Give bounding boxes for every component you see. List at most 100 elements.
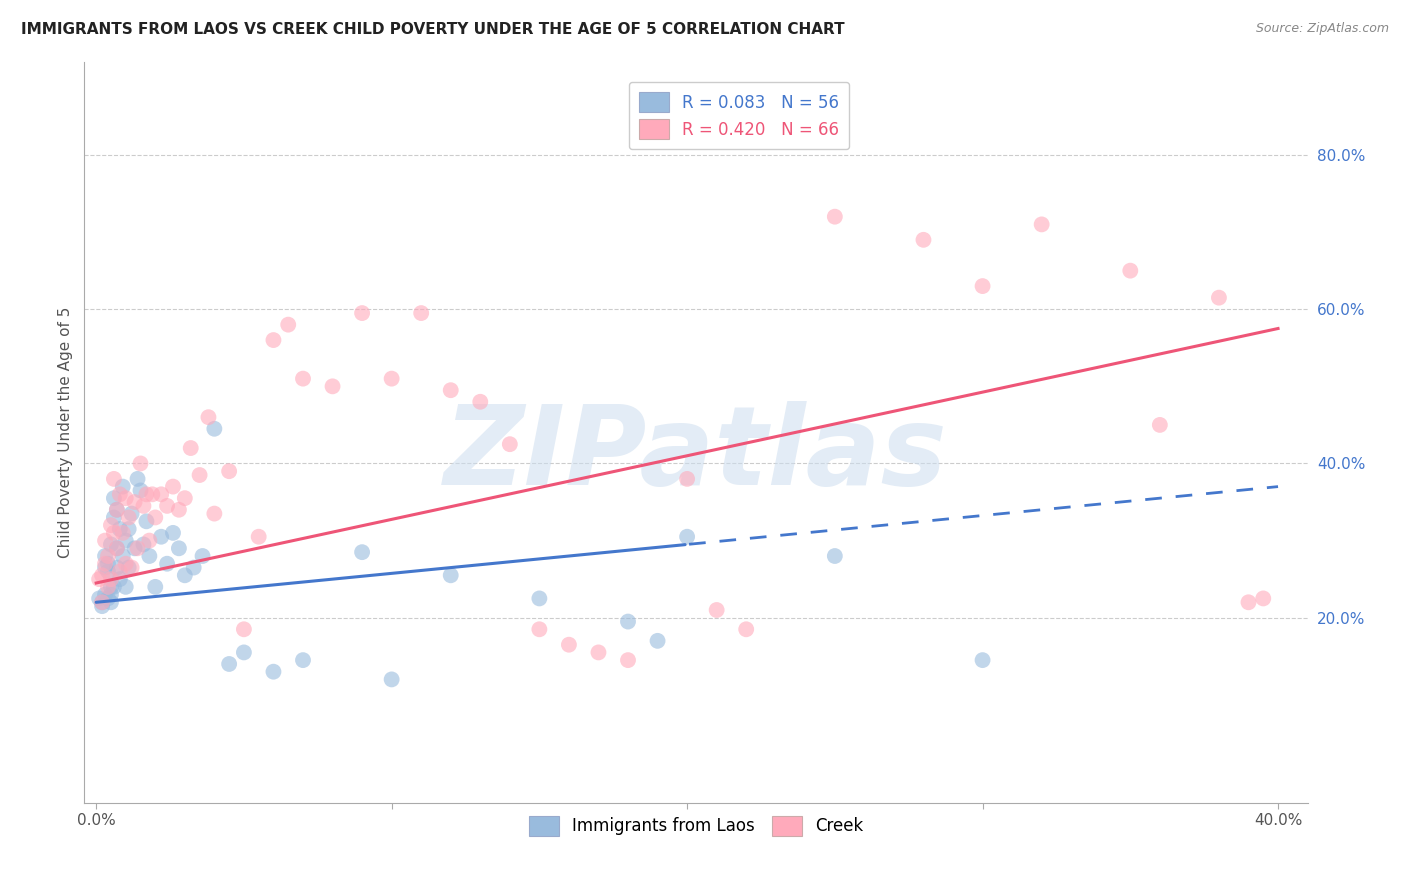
Point: [103, 491, 125, 505]
Point: [912, 233, 935, 247]
Point: [91, 568, 114, 582]
Point: [588, 645, 610, 659]
Point: [191, 549, 214, 563]
Point: [381, 371, 404, 385]
Point: [108, 565, 131, 579]
Point: [824, 549, 846, 563]
Point: [114, 557, 136, 571]
Point: [1251, 591, 1274, 606]
Y-axis label: Child Poverty Under the Age of 5: Child Poverty Under the Age of 5: [58, 307, 73, 558]
Point: [141, 487, 163, 501]
Point: [114, 580, 136, 594]
Point: [124, 495, 146, 509]
Point: [143, 580, 166, 594]
Point: [91, 595, 114, 609]
Point: [118, 522, 141, 536]
Point: [97, 565, 120, 579]
Point: [114, 533, 136, 548]
Point: [97, 580, 120, 594]
Point: [676, 472, 699, 486]
Point: [232, 622, 254, 636]
Point: [247, 530, 270, 544]
Point: [1237, 595, 1260, 609]
Point: [440, 568, 463, 582]
Point: [150, 530, 173, 544]
Point: [1119, 263, 1142, 277]
Point: [262, 665, 284, 679]
Point: [218, 464, 240, 478]
Point: [108, 572, 131, 586]
Point: [129, 483, 152, 498]
Point: [173, 568, 195, 582]
Point: [89, 591, 111, 606]
Point: [180, 441, 202, 455]
Point: [108, 487, 131, 501]
Point: [91, 595, 114, 609]
Point: [150, 487, 173, 501]
Point: [232, 645, 254, 659]
Point: [127, 541, 149, 556]
Point: [529, 591, 551, 606]
Point: [89, 572, 111, 586]
Point: [292, 653, 315, 667]
Point: [127, 472, 149, 486]
Point: [262, 333, 284, 347]
Point: [183, 560, 205, 574]
Point: [558, 638, 581, 652]
Text: IMMIGRANTS FROM LAOS VS CREEK CHILD POVERTY UNDER THE AGE OF 5 CORRELATION CHART: IMMIGRANTS FROM LAOS VS CREEK CHILD POVE…: [21, 22, 845, 37]
Point: [197, 410, 219, 425]
Point: [138, 533, 160, 548]
Point: [103, 472, 125, 486]
Point: [440, 383, 463, 397]
Point: [156, 557, 179, 571]
Point: [735, 622, 758, 636]
Point: [132, 537, 155, 551]
Point: [381, 673, 404, 687]
Point: [647, 633, 669, 648]
Point: [100, 537, 122, 551]
Point: [277, 318, 299, 332]
Point: [188, 468, 211, 483]
Point: [499, 437, 522, 451]
Point: [162, 480, 184, 494]
Point: [97, 591, 120, 606]
Point: [202, 507, 225, 521]
Point: [114, 491, 136, 505]
Point: [162, 525, 184, 540]
Point: [103, 525, 125, 540]
Point: [173, 491, 195, 505]
Point: [100, 588, 122, 602]
Point: [105, 560, 128, 574]
Point: [100, 580, 122, 594]
Point: [105, 502, 128, 516]
Point: [972, 653, 994, 667]
Point: [167, 502, 190, 516]
Point: [94, 560, 117, 574]
Point: [94, 557, 117, 571]
Point: [1208, 291, 1230, 305]
Point: [135, 514, 157, 528]
Legend: Immigrants from Laos, Creek: Immigrants from Laos, Creek: [522, 809, 870, 843]
Point: [121, 507, 143, 521]
Point: [135, 487, 157, 501]
Point: [111, 480, 134, 494]
Point: [156, 499, 179, 513]
Text: ZIPatlas: ZIPatlas: [444, 401, 948, 508]
Point: [411, 306, 433, 320]
Point: [529, 622, 551, 636]
Point: [111, 549, 134, 563]
Point: [143, 510, 166, 524]
Point: [105, 541, 128, 556]
Point: [100, 518, 122, 533]
Point: [103, 510, 125, 524]
Point: [470, 394, 492, 409]
Point: [118, 560, 141, 574]
Point: [97, 549, 120, 563]
Point: [108, 522, 131, 536]
Point: [972, 279, 994, 293]
Point: [202, 422, 225, 436]
Text: Source: ZipAtlas.com: Source: ZipAtlas.com: [1256, 22, 1389, 36]
Point: [100, 572, 122, 586]
Point: [129, 457, 152, 471]
Point: [218, 657, 240, 671]
